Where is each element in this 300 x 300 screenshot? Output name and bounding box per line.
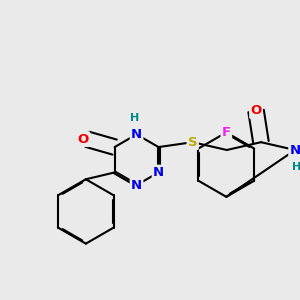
Text: N: N <box>290 143 300 157</box>
Text: H: H <box>292 162 300 172</box>
Text: H: H <box>130 113 139 123</box>
Text: S: S <box>188 136 197 149</box>
Text: N: N <box>153 166 164 179</box>
Text: F: F <box>222 126 231 139</box>
Text: O: O <box>250 104 262 118</box>
Text: O: O <box>78 133 89 146</box>
Text: N: N <box>131 128 142 141</box>
Text: N: N <box>131 178 142 192</box>
